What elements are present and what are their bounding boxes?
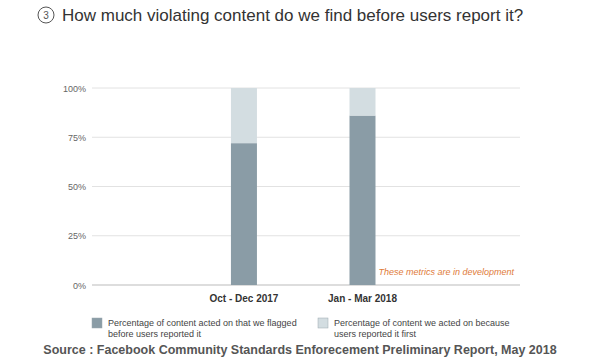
legend-label-line: Percentage of content acted on that we f… [108, 318, 297, 328]
legend-label-line: before users reported it [108, 329, 202, 339]
y-tick-label: 0% [73, 281, 86, 291]
background [0, 0, 600, 360]
title-number: 3 [43, 10, 49, 21]
y-tick-label: 25% [68, 231, 86, 241]
bar-segment [349, 116, 375, 285]
source: Source : Facebook Community Standards En… [43, 343, 556, 357]
grid-line [92, 285, 520, 286]
grid-line [92, 88, 520, 89]
grid-line [92, 137, 520, 138]
chart-svg: 3 How much violating content do we find b… [0, 0, 600, 360]
annotation: These metrics are in development [378, 267, 514, 277]
bars [231, 88, 376, 285]
legend-label-line: Percentage of content we acted on becaus… [334, 318, 510, 328]
legend-label: Percentage of content acted on that we f… [108, 318, 297, 339]
x-tick-label: Jan - Mar 2018 [328, 293, 397, 304]
legend-item: Percentage of content acted on that we f… [92, 318, 297, 339]
y-tick-label: 100% [63, 84, 86, 94]
y-tick-label: 50% [68, 182, 86, 192]
grid [92, 88, 520, 285]
title: How much violating content do we find be… [62, 6, 523, 25]
legend-swatch [92, 318, 102, 328]
bar-segment [231, 88, 257, 143]
bar-segment [231, 143, 257, 285]
grid-line [92, 186, 520, 187]
y-tick-label: 75% [68, 133, 86, 143]
grid-line [92, 235, 520, 236]
title-number-circle [38, 7, 54, 23]
legend-label: Percentage of content we acted on becaus… [334, 318, 510, 339]
bar-segment [349, 88, 375, 116]
chart-container: 3 How much violating content do we find b… [0, 0, 600, 360]
x-tick-label: Oct - Dec 2017 [209, 293, 278, 304]
legend-item: Percentage of content we acted on becaus… [318, 318, 510, 339]
legend-label-line: users reported it first [334, 329, 417, 339]
legend-swatch [318, 318, 328, 328]
